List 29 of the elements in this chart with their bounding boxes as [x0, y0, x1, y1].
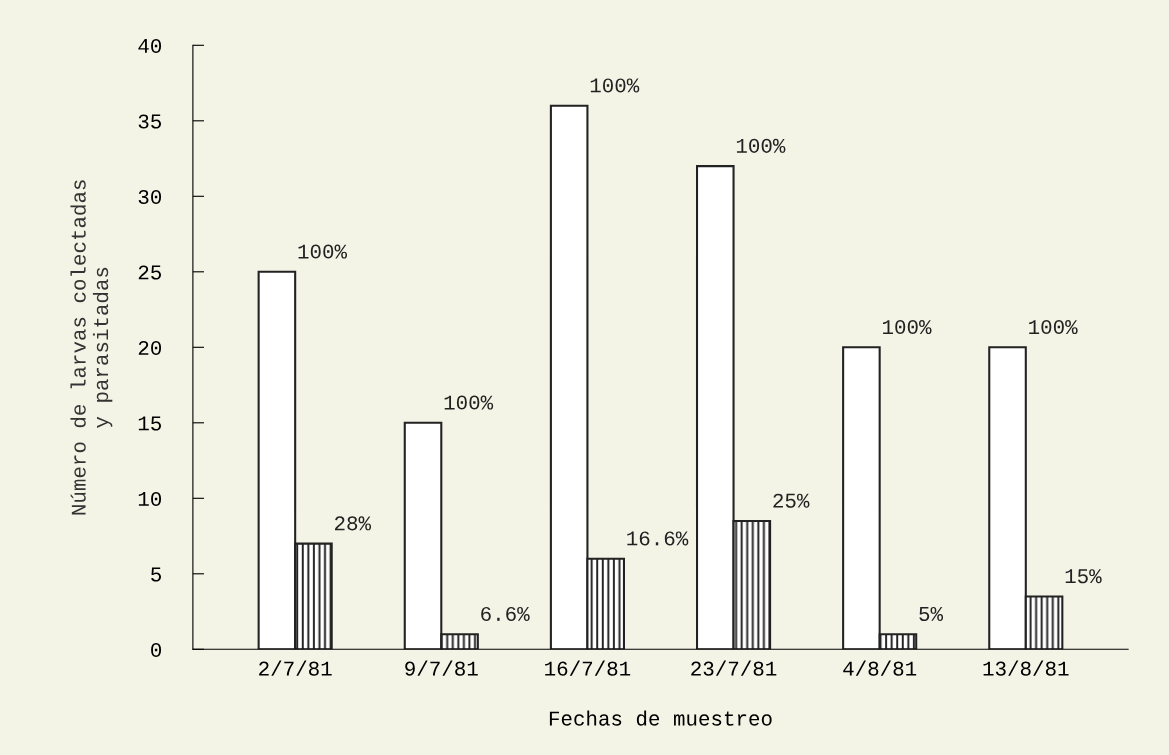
x-tick-label: 13/8/81 — [983, 660, 1069, 676]
annotation: 28% — [335, 516, 372, 531]
y-tick-label: 40 — [138, 38, 162, 54]
y-tick-label: 20 — [138, 340, 162, 356]
y-tick-label: 25 — [138, 265, 161, 280]
annotation: 15% — [1065, 569, 1102, 584]
annotation: 100% — [298, 244, 348, 259]
annotation: 25% — [773, 493, 810, 508]
x-tick-label: 16/7/81 — [545, 660, 631, 676]
annotation: 6.6% — [481, 606, 530, 622]
annotation: 5% — [919, 606, 944, 622]
y-axis-title: Número de larvas colectadas y parasitadas — [70, 180, 113, 515]
x-tick-label: 4/8/81 — [843, 660, 917, 676]
y-tick-label: 10 — [138, 491, 162, 507]
y-tick-label: 15 — [138, 416, 161, 431]
x-tick-label: 2/7/81 — [259, 660, 332, 676]
x-tick-label: 9/7/81 — [405, 660, 478, 676]
annotation: 100% — [883, 319, 932, 335]
annotation: 100% — [736, 138, 786, 153]
x-axis-title: Fechas de muestreo — [549, 710, 772, 726]
annotation: 100% — [590, 78, 640, 93]
annotation: 100% — [1029, 319, 1078, 335]
annotation: 100% — [444, 395, 494, 410]
annotation: 16.6% — [627, 531, 689, 546]
x-tick-label: 23/7/81 — [691, 660, 777, 676]
y-tick-label: 0 — [151, 642, 162, 658]
y-tick-label: 30 — [138, 189, 162, 205]
y-tick-label: 5 — [151, 567, 161, 582]
y-tick-label: 35 — [138, 114, 161, 129]
